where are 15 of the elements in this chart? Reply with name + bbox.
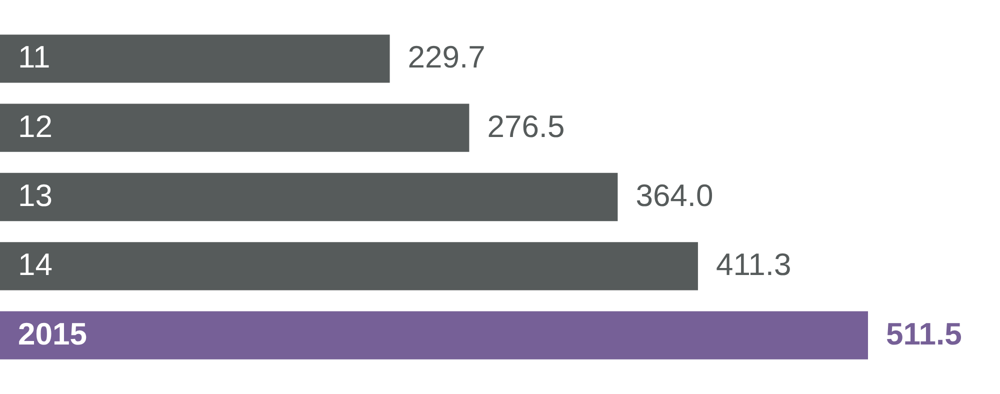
- bar: [0, 34, 390, 83]
- y-tick-label: 11: [18, 40, 50, 75]
- data-label: 411.3: [716, 247, 792, 282]
- y-tick-label: 14: [18, 247, 52, 282]
- y-tick-label: 2015: [18, 316, 87, 352]
- y-tick-label: 13: [18, 178, 52, 213]
- data-label: 511.5: [886, 316, 962, 352]
- bar: [0, 242, 698, 290]
- y-tick-label: 12: [18, 108, 52, 144]
- data-label: 364.0: [636, 178, 714, 213]
- bar: [0, 311, 868, 360]
- data-label: 276.5: [487, 108, 565, 144]
- bar: [0, 172, 618, 222]
- data-label: 229.7: [408, 40, 486, 75]
- bar: [0, 104, 470, 152]
